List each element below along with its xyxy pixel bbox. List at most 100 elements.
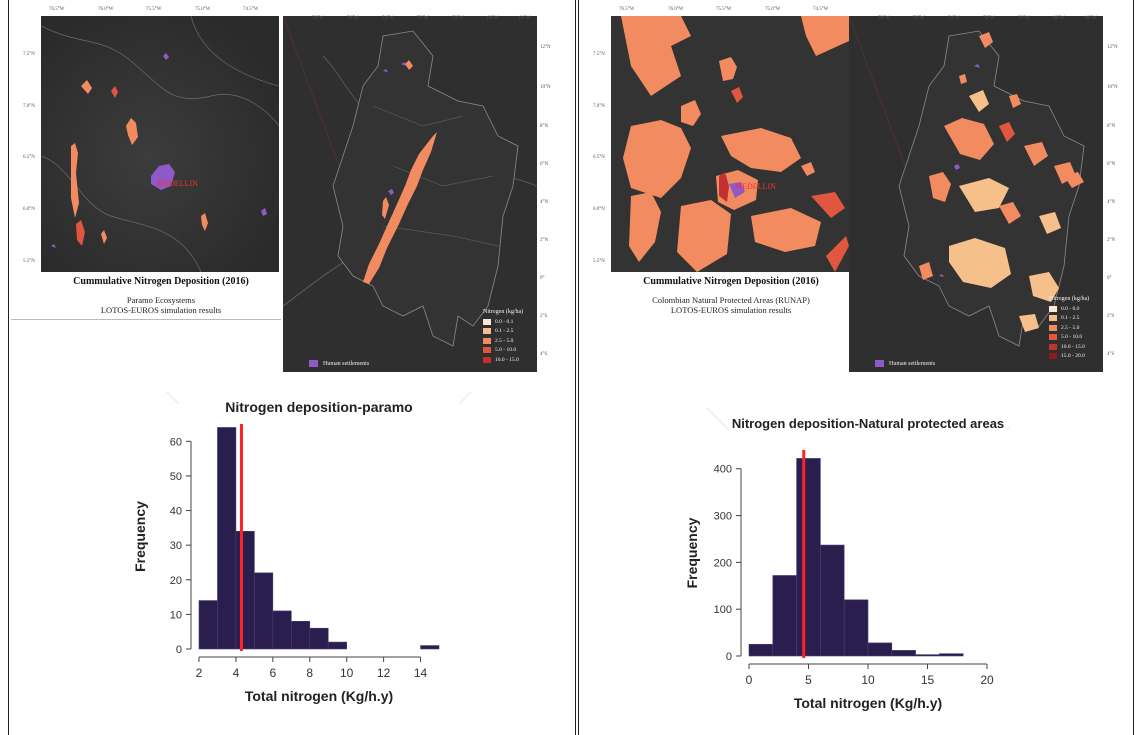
frame-line (458, 392, 472, 405)
settlements-label: Human settlements (889, 360, 936, 367)
legend-item: 2.5 - 5.0 (1049, 323, 1089, 333)
histogram-bar (820, 544, 845, 657)
paramo-inset-map: MEDELLIN (41, 16, 279, 272)
legend-label: 10.0 - 15.0 (1061, 343, 1085, 350)
legend-label: 2.5 - 5.0 (495, 337, 514, 344)
nitrogen-legend: Nitrogen (kg/ha) 0.0 - 0.0 0.1 - 2.5 2.5… (1049, 296, 1089, 361)
x-tick-label: 15 (921, 673, 935, 687)
legend-swatch (483, 347, 491, 354)
lat-tick: 6°N (1107, 162, 1116, 167)
inset-map-graphic (611, 16, 849, 272)
lat-tick: 4°N (1107, 200, 1116, 205)
lat-tick: 2°N (1107, 238, 1116, 243)
lat-tick: 10°N (1107, 85, 1118, 90)
lat-tick: 5.5°N (23, 259, 35, 264)
histogram-bar (198, 600, 218, 650)
histogram-title: Nitrogen deposition-paramo (225, 399, 412, 415)
lat-tick: 2°S (1107, 314, 1115, 319)
subtitle-rule (11, 319, 281, 320)
y-axis-label: Frequency (684, 517, 700, 588)
inset-map-subtitle-2: LOTOS-EUROS simulation results (100, 305, 222, 315)
histogram-bar (796, 458, 821, 657)
legend-swatch (483, 356, 491, 363)
lat-tick: 8°N (540, 124, 549, 129)
frame-line (706, 408, 730, 431)
lon-tick: 76.0°W (98, 7, 114, 12)
histogram-bar (217, 427, 237, 650)
histogram-bar (867, 642, 893, 657)
lon-tick: 76°W (913, 16, 925, 21)
settlements-label: Human settlements (323, 360, 370, 367)
lat-tick: 7.0°N (593, 104, 605, 109)
protected-areas-histogram: Nitrogen deposition-Natural protected ar… (684, 408, 1009, 711)
legend-label: 0.0 - 0.1 (495, 318, 514, 325)
lon-tick: 66°W (519, 16, 531, 21)
lat-tick: 2°S (540, 314, 548, 319)
legend-label: 0.0 - 0.0 (1061, 305, 1080, 312)
legend-item: 0.1 - 2.5 (1049, 314, 1089, 324)
lon-tick: 76.5°W (619, 7, 635, 12)
histogram-bar (748, 643, 774, 657)
legend-swatch (483, 318, 491, 325)
histogram-title: Nitrogen deposition-Natural protected ar… (732, 416, 1004, 431)
legend-swatch (1049, 324, 1057, 331)
lon-tick: 74.5°W (813, 7, 829, 12)
legend-item: 10.0 - 15.0 (483, 355, 523, 365)
lon-tick: 76.5°W (49, 7, 65, 12)
lon-tick: 74°W (948, 16, 960, 21)
legend-item: 0.1 - 2.5 (483, 327, 523, 337)
x-tick-label: 20 (980, 673, 994, 687)
x-tick-label: 5 (805, 673, 812, 687)
protected-areas-panel: MEDELLIN 76.5°W 76.0°W 75.5°W 75.0°W 74.… (578, 0, 1134, 735)
y-tick-label: 100 (714, 604, 732, 616)
x-tick-label: 4 (233, 666, 240, 680)
lat-tick: 6.0°N (593, 207, 605, 212)
lat-tick: 2°N (540, 238, 549, 243)
legend-swatch (1049, 315, 1057, 322)
settlement-swatch (875, 360, 884, 367)
x-axis-label: Total nitrogen (Kg/h.y) (794, 695, 942, 711)
city-label-medellin: MEDELLIN (735, 182, 776, 191)
y-tick-label: 200 (714, 557, 732, 569)
histogram-bar (843, 599, 869, 657)
y-tick-label: 20 (170, 575, 182, 587)
legend-label: 5.0 - 10.0 (495, 347, 517, 354)
legend-swatch (1049, 305, 1057, 312)
lon-tick: 68°W (487, 16, 499, 21)
legend-label: 10.0 - 15.0 (495, 356, 519, 363)
y-tick-label: 30 (170, 540, 182, 552)
legend-title: Nitrogen (kg/ha) (1049, 296, 1090, 302)
lat-tick: 12°N (1107, 45, 1118, 50)
lon-tick: 66°W (1085, 16, 1097, 21)
lat-tick: 7.0°N (23, 104, 35, 109)
legend-label: 0.1 - 2.5 (495, 328, 514, 335)
histogram-bar (939, 653, 964, 657)
x-tick-label: 10 (340, 666, 354, 680)
histogram-bar (272, 610, 292, 650)
legend-swatch (483, 328, 491, 335)
lat-tick: 6.5°N (593, 155, 605, 160)
lon-tick: 75.0°W (765, 7, 781, 12)
histogram-bar (291, 621, 311, 650)
lon-tick: 78°W (312, 16, 324, 21)
histogram-bar (309, 627, 329, 650)
legend-swatch (1049, 343, 1057, 350)
histogram-bar (891, 650, 916, 657)
legend-item: 2.5 - 5.0 (483, 336, 523, 346)
y-tick-label: 40 (170, 506, 182, 518)
frame-line (166, 392, 180, 405)
lon-tick: 70°W (1018, 16, 1030, 21)
x-tick-label: 6 (270, 666, 277, 680)
lon-tick: 74°W (382, 16, 394, 21)
lat-tick: 4°N (540, 200, 549, 205)
x-axis-label: Total nitrogen (Kg/h.y) (245, 688, 393, 704)
lon-tick: 75.5°W (146, 7, 162, 12)
lon-tick: 70°W (452, 16, 464, 21)
settlements-legend: Human settlements (875, 360, 935, 367)
legend-item: 5.0 - 10.0 (483, 346, 523, 356)
lat-tick: 4°S (1107, 352, 1115, 357)
legend-label: 2.5 - 5.0 (1061, 324, 1080, 331)
legend-label: 0.1 - 2.5 (1061, 315, 1080, 322)
lat-tick: 6.5°N (23, 155, 35, 160)
histogram-bar (327, 641, 347, 650)
